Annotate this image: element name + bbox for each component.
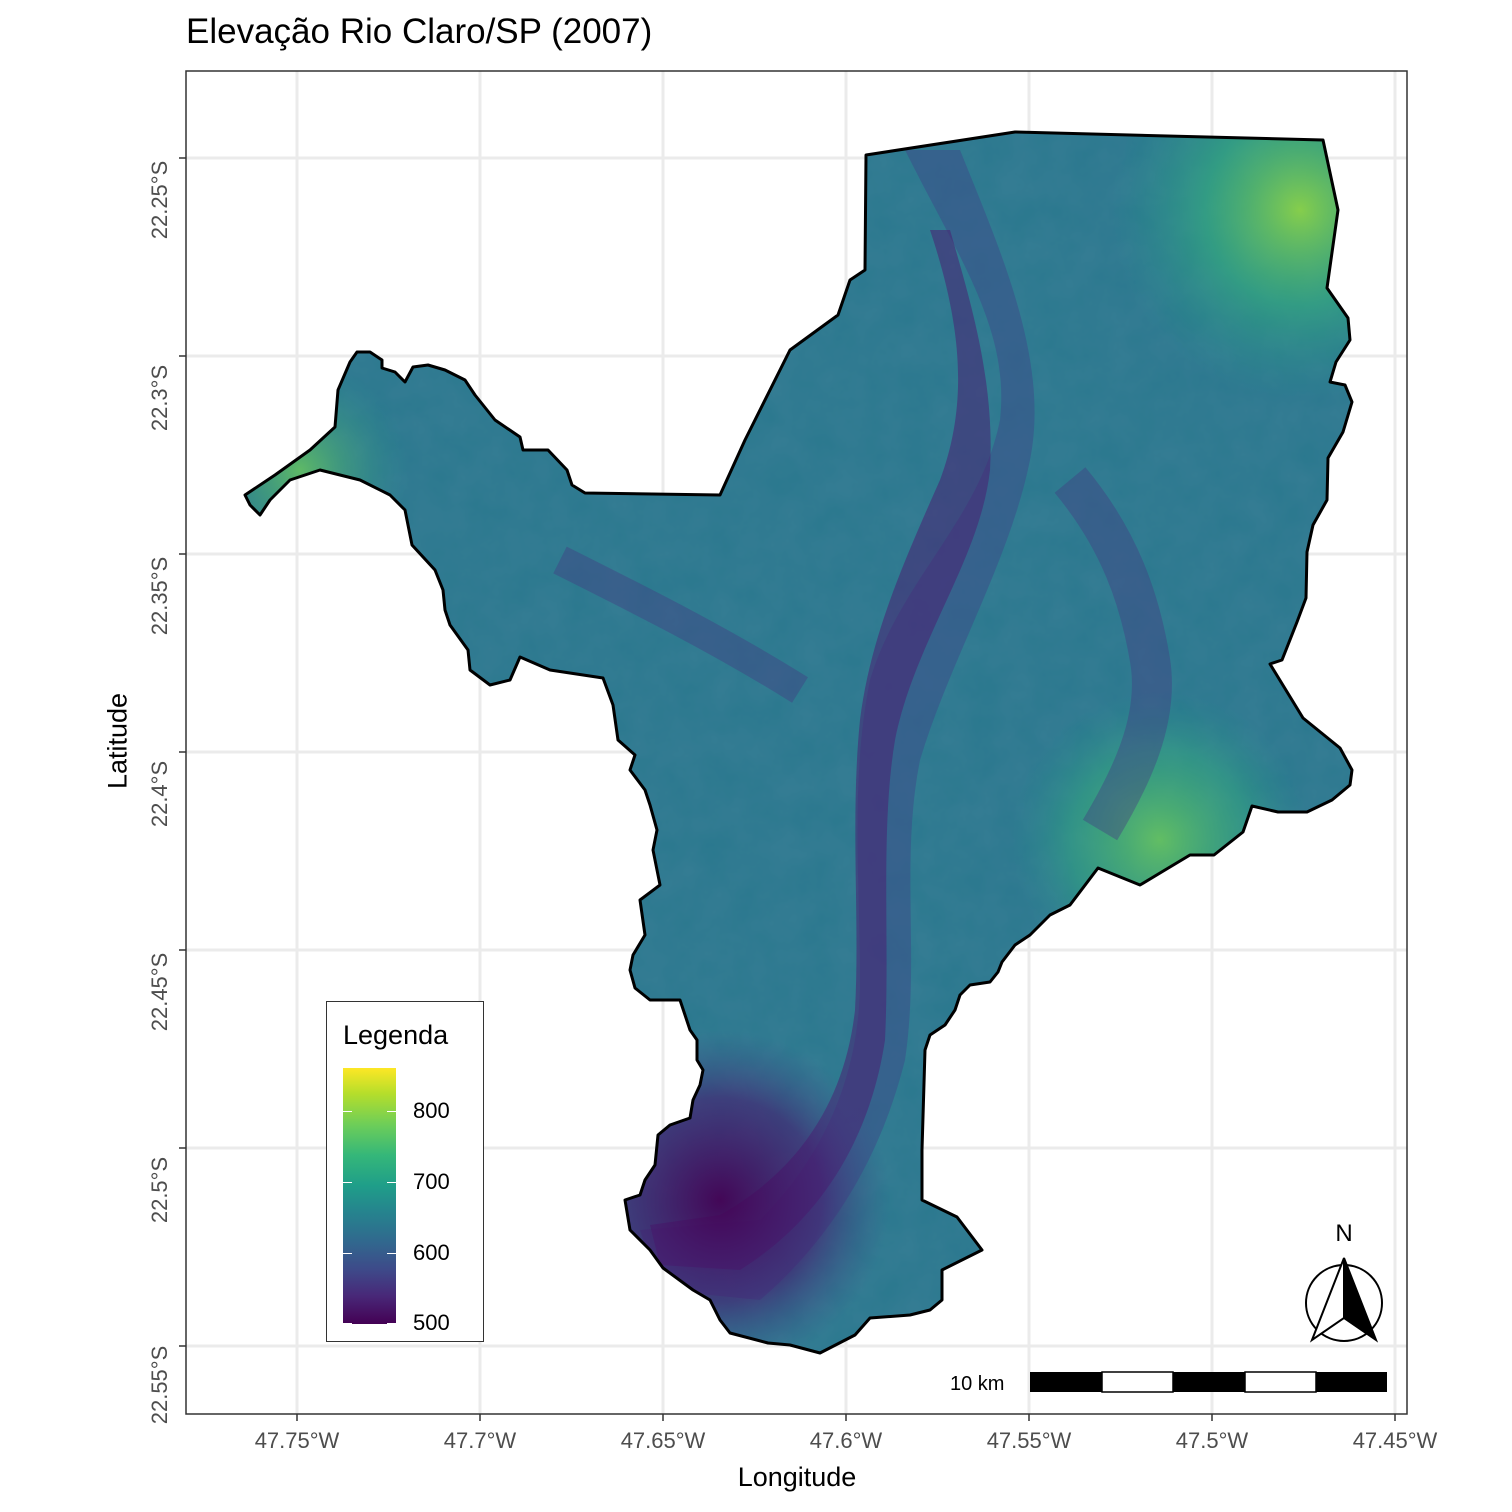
y-tick-label: 22.55°S [147, 1345, 172, 1425]
scale-bar-segment [1244, 1371, 1317, 1393]
north-arrow-label: N [1335, 1220, 1353, 1247]
legend-title: Legenda [343, 1020, 449, 1050]
legend-tick-label: 700 [413, 1169, 450, 1194]
map-title: Elevação Rio Claro/SP (2007) [186, 12, 653, 51]
y-tick-label: 22.45°S [147, 952, 172, 1032]
x-tick-label: 47.65°W [620, 1428, 706, 1453]
north-arrow-icon [1305, 1257, 1383, 1343]
legend-colorbar [343, 1068, 396, 1324]
x-tick-label: 47.55°W [986, 1428, 1072, 1453]
legend-tick-mark-left [343, 1182, 352, 1183]
legend: Legenda 800 700 600 500 [326, 1001, 484, 1342]
y-tick-label: 22.4°S [147, 760, 172, 828]
y-tick-label: 22.25°S [147, 160, 172, 240]
legend-tick-mark-left [343, 1253, 352, 1254]
axis-tick-marks [179, 157, 1396, 1421]
scale-bar [1030, 1371, 1387, 1393]
scale-bar-segment [1316, 1372, 1387, 1392]
scale-bar-segment [1101, 1371, 1174, 1393]
x-tick-label: 47.45°W [1352, 1428, 1438, 1453]
scale-bar-segment [1173, 1372, 1245, 1392]
scale-bar-label: 10 km [950, 1373, 1005, 1395]
legend-tick-mark-left [343, 1111, 352, 1112]
x-axis-label: Longitude [737, 1462, 857, 1492]
x-tick-label: 47.7°W [443, 1428, 517, 1453]
legend-tick-mark-right [387, 1182, 396, 1183]
y-tick-label: 22.3°S [147, 364, 172, 432]
panel-border [185, 70, 1408, 1415]
x-tick-label: 47.6°W [809, 1428, 883, 1453]
legend-tick-mark-right [387, 1253, 396, 1254]
y-tick-label: 22.5°S [147, 1156, 172, 1224]
y-axis-label: Latitude [102, 692, 133, 790]
municipality-boundary [243, 130, 1354, 1355]
legend-tick-label: 500 [413, 1310, 450, 1335]
scale-bar-segment [1030, 1372, 1102, 1392]
x-tick-label: 47.5°W [1175, 1428, 1249, 1453]
legend-tick-mark-right [387, 1111, 396, 1112]
legend-tick-mark-left [343, 1323, 352, 1324]
legend-tick-label: 800 [413, 1098, 450, 1123]
legend-tick-label: 600 [413, 1240, 450, 1265]
y-tick-label: 22.35°S [147, 556, 172, 636]
legend-tick-mark-right [387, 1323, 396, 1324]
x-tick-label: 47.75°W [254, 1428, 340, 1453]
